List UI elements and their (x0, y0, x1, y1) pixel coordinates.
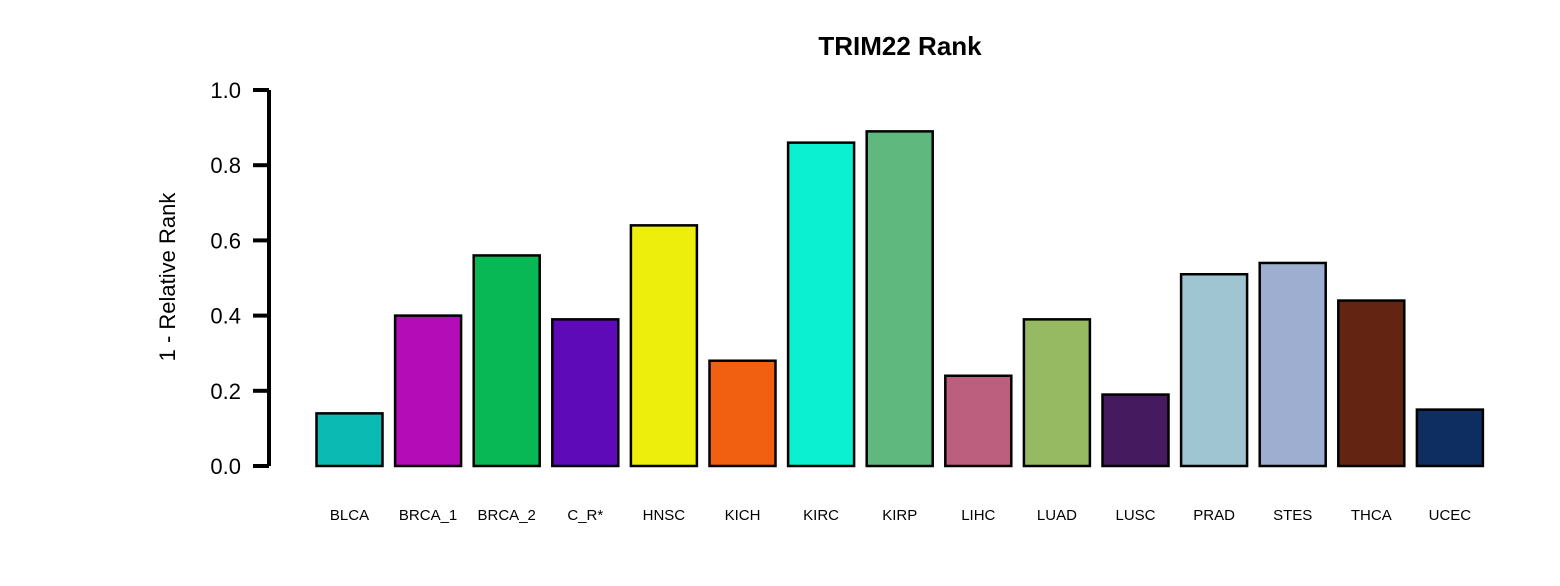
x-tick-label: UCEC (1429, 507, 1472, 524)
x-tick-label: BRCA_2 (478, 507, 536, 524)
y-axis-ticks: 0.0 0.2 0.4 0.6 0.8 1.0 (210, 78, 269, 479)
x-tick-label: THCA (1351, 507, 1392, 524)
bar-kich (708, 359, 777, 468)
x-tick-label: BRCA_1 (399, 507, 457, 524)
x-tick-label: KIRC (803, 507, 839, 524)
bar-luad (1022, 318, 1092, 468)
bar-c-r (551, 318, 620, 468)
y-tick-label: 1.0 (210, 78, 241, 103)
bars-group (315, 130, 1485, 468)
y-tick-label: 0.0 (210, 454, 241, 479)
x-tick-label: STES (1273, 507, 1312, 524)
bar-stes (1258, 261, 1327, 468)
bar-brca-2 (472, 254, 541, 468)
chart-title: TRIM22 Rank (818, 31, 982, 61)
y-axis-label: 1 - Relative Rank (155, 192, 180, 362)
bar-blca (315, 412, 384, 468)
x-tick-label: KIRP (882, 507, 917, 524)
bar-thca (1337, 299, 1406, 468)
x-axis-labels: BLCA BRCA_1 BRCA_2 C_R* HNSC KICH KIRC KIRP LIHC… (330, 507, 1471, 524)
x-tick-label: BLCA (330, 507, 369, 524)
x-tick-label: HNSC (643, 507, 686, 524)
y-tick-label: 0.8 (210, 153, 241, 178)
bar-brca-1 (393, 314, 463, 468)
bar-lusc (1101, 393, 1170, 468)
x-tick-label: LUSC (1115, 507, 1155, 524)
x-tick-label: KICH (725, 507, 761, 524)
bar-ucec (1415, 408, 1485, 468)
bar-prad (1179, 272, 1249, 468)
y-tick-label: 0.2 (210, 379, 241, 404)
bar-kirc (786, 141, 856, 468)
bar-kirp (865, 130, 934, 468)
x-tick-label: LIHC (961, 507, 995, 524)
y-tick-label: 0.4 (210, 304, 241, 329)
bar-hnsc (629, 224, 699, 468)
x-tick-label: C_R* (567, 507, 603, 524)
x-tick-label: LUAD (1037, 507, 1077, 524)
bar-lihc (944, 374, 1013, 468)
y-tick-label: 0.6 (210, 228, 241, 253)
x-tick-label: PRAD (1193, 507, 1235, 524)
